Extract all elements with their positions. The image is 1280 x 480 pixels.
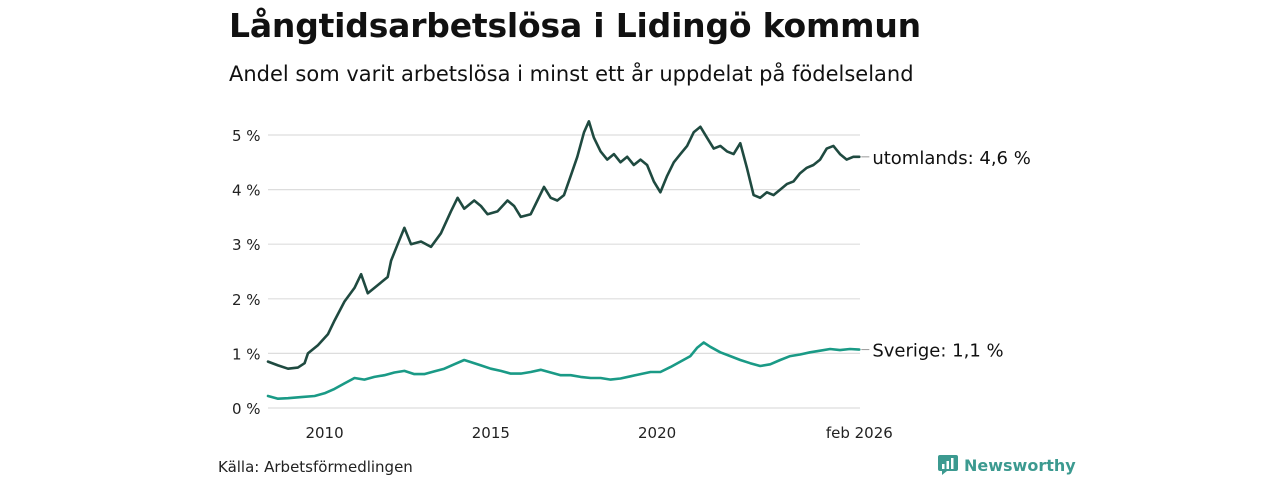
y-tick-label-5: 5 % bbox=[232, 127, 261, 145]
series-line-sverige bbox=[266, 341, 861, 400]
x-tick-label-3: feb 2026 bbox=[826, 424, 893, 442]
grid-layer bbox=[268, 134, 860, 409]
source-note: Källa: Arbetsförmedlingen bbox=[218, 458, 413, 476]
brand-name: Newsworthy bbox=[964, 455, 1076, 475]
x-tick-label-2: 2020 bbox=[638, 424, 676, 442]
y-tick-label-4: 4 % bbox=[232, 182, 261, 200]
series-layer bbox=[266, 120, 861, 400]
chart-title: Långtidsarbetslösa i Lidingö kommun bbox=[229, 6, 921, 45]
series-line-utomlands bbox=[266, 120, 861, 370]
end-label-sverige: Sverige: 1,1 % bbox=[872, 341, 1003, 362]
y-tick-label-3: 3 % bbox=[232, 236, 261, 254]
newsworthy-logo-icon bbox=[938, 455, 958, 475]
end-label-utomlands: utomlands: 4,6 % bbox=[872, 148, 1031, 169]
x-tick-label-0: 2010 bbox=[305, 424, 343, 442]
chart-subtitle: Andel som varit arbetslösa i minst ett å… bbox=[229, 62, 914, 86]
y-tick-label-1: 1 % bbox=[232, 345, 261, 363]
axis-layer: 0 % 1 % 2 % 3 % 4 % 5 % 2010 2015 2020 feb 2026 bbox=[232, 127, 893, 442]
brand-logo[interactable]: Newsworthy bbox=[938, 455, 1076, 475]
x-tick-label-1: 2015 bbox=[472, 424, 510, 442]
y-tick-label-2: 2 % bbox=[232, 291, 261, 309]
y-tick-label-0: 0 % bbox=[232, 400, 261, 418]
label-layer: utomlands: 4,6 % Sverige: 1,1 % bbox=[861, 148, 1031, 362]
